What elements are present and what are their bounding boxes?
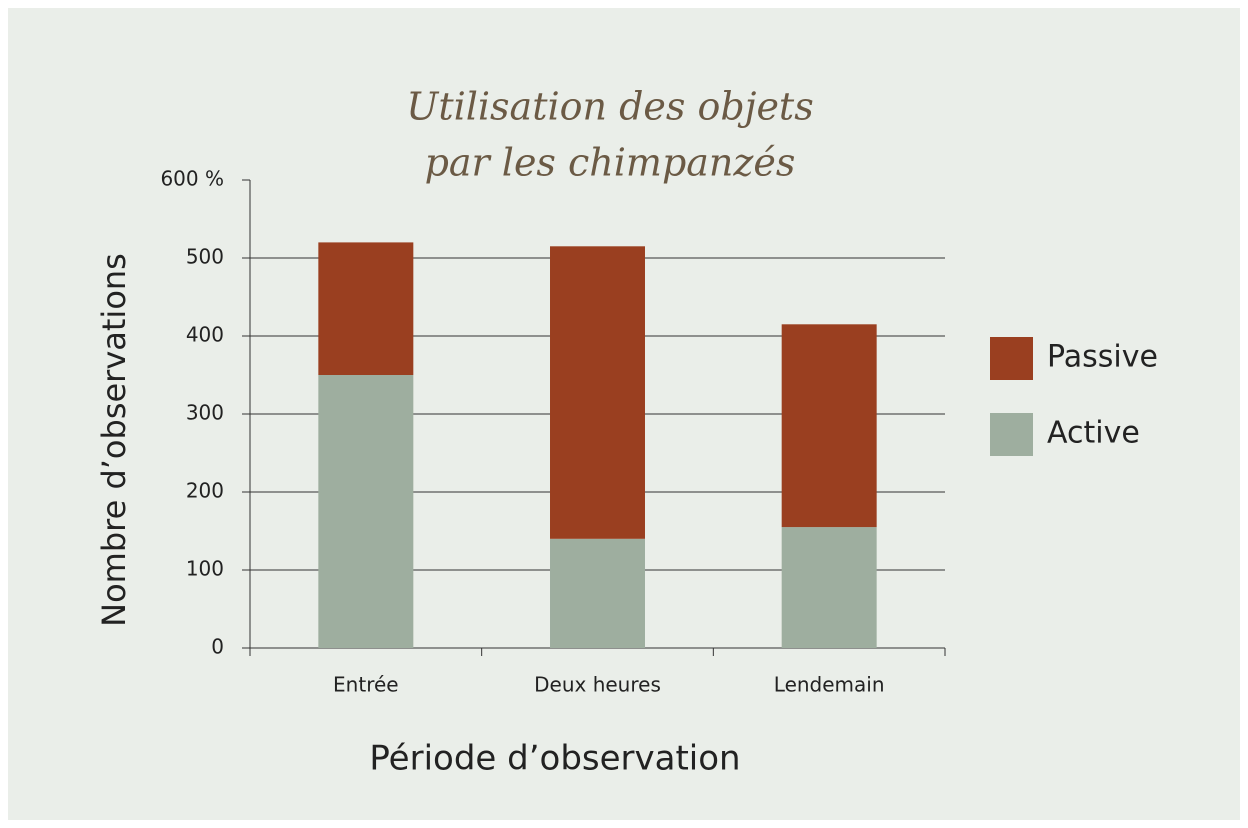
- chart-title-line: Utilisation des objets: [406, 85, 813, 129]
- x-tick-label: Lendemain: [774, 673, 885, 697]
- legend-swatch: [990, 413, 1033, 456]
- y-tick-label: 600 %: [160, 167, 224, 191]
- x-tick-label: Entrée: [333, 673, 399, 697]
- y-axis-label: Nombre d’observations: [95, 253, 133, 627]
- y-tick-label: 500: [186, 245, 224, 269]
- legend-label: Active: [1047, 416, 1140, 451]
- bar-segment: [781, 527, 877, 648]
- x-tick-label: Deux heures: [534, 673, 661, 697]
- y-tick-label: 200: [186, 479, 224, 503]
- bar-segment: [318, 375, 414, 648]
- y-tick-label: 300: [186, 401, 224, 425]
- bar-segment: [781, 324, 877, 528]
- bar-segment: [550, 538, 645, 648]
- bar-segment: [318, 242, 414, 375]
- legend-swatch: [990, 337, 1033, 380]
- chart-title-line: par les chimpanzés: [425, 141, 796, 185]
- legend-label: Passive: [1047, 340, 1158, 375]
- x-axis-label: Période d’observation: [369, 739, 740, 779]
- y-tick-label: 400: [186, 323, 224, 347]
- y-tick-label: 100: [186, 557, 224, 581]
- bar-segment: [550, 246, 645, 539]
- y-tick-label: 0: [211, 635, 224, 659]
